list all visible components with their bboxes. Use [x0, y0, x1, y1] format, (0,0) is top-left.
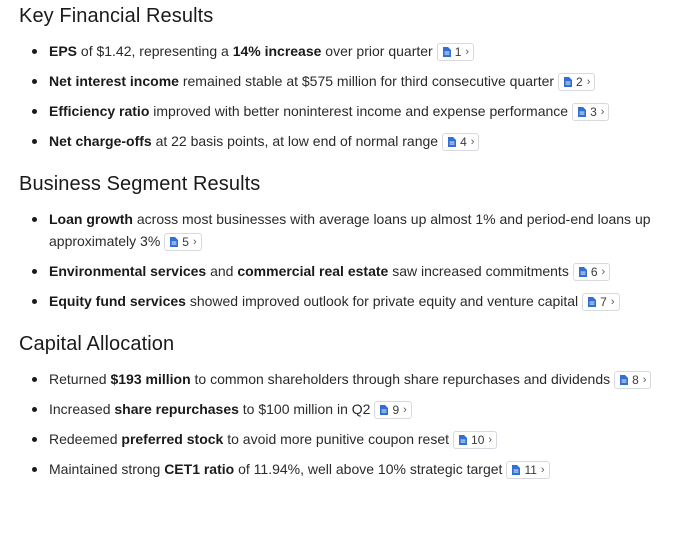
chevron-right-icon: ›: [600, 105, 605, 118]
citation-number: 3: [590, 105, 597, 120]
bullet-list: EPS of $1.42, representing a 14% increas…: [19, 40, 666, 152]
body-text: remained stable at $575 million for thir…: [178, 73, 555, 89]
chevron-right-icon: ›: [642, 373, 647, 386]
document-icon: [588, 297, 597, 308]
body-text: over prior quarter: [321, 43, 433, 59]
body-text: of 11.94%, well above 10% strategic targ…: [234, 461, 503, 477]
body-text: showed improved outlook for private equi…: [185, 293, 579, 309]
document-icon: [564, 77, 573, 88]
list-item: Net charge-offs at 22 basis points, at l…: [30, 130, 666, 152]
list-item: Loan growth across most businesses with …: [30, 208, 666, 252]
list-item: Redeemed preferred stock to avoid more p…: [30, 428, 666, 450]
document-icon: [459, 435, 468, 446]
citation-chip[interactable]: 10 ›: [453, 431, 498, 450]
emphasis-text: share repurchases: [114, 401, 239, 417]
citation-number: 8: [632, 373, 639, 388]
section-heading: Capital Allocation: [19, 333, 175, 355]
emphasis-text: Net charge-offs: [49, 133, 152, 149]
section: Key Financial Results EPS of $1.42, repre…: [19, 4, 666, 152]
list-item: EPS of $1.42, representing a 14% increas…: [30, 40, 666, 62]
list-item: Net interest income remained stable at $…: [30, 70, 666, 92]
document-icon: [578, 267, 587, 278]
document-icon: [620, 375, 629, 386]
emphasis-text: Equity fund services: [49, 293, 186, 309]
citation-chip[interactable]: 4 ›: [442, 133, 480, 152]
body-text: improved with better noninterest income …: [149, 103, 569, 119]
citation-chip[interactable]: 2 ›: [558, 73, 596, 92]
summary-document: Key Financial Results EPS of $1.42, repre…: [19, 4, 666, 480]
section-heading: Business Segment Results: [19, 173, 261, 195]
body-text: Increased: [49, 401, 115, 417]
emphasis-text: 14% increase: [232, 43, 322, 59]
citation-number: 2: [576, 75, 583, 90]
citation-number: 5: [182, 235, 189, 250]
list-item: Increased share repurchases to $100 mill…: [30, 398, 666, 420]
document-icon: [380, 405, 389, 416]
body-text: and: [206, 263, 238, 279]
body-text: across most businesses with average loan…: [49, 211, 651, 249]
emphasis-text: Loan growth: [49, 211, 133, 227]
body-text: to avoid more punitive coupon reset: [223, 431, 450, 447]
citation-number: 10: [471, 433, 485, 448]
body-text: of $1.42, representing a: [77, 43, 233, 59]
citation-chip[interactable]: 1 ›: [436, 43, 475, 62]
body-text: to $100 million in Q2: [238, 401, 371, 417]
citation-number: 4: [460, 135, 467, 150]
chevron-right-icon: ›: [465, 45, 470, 58]
document-icon: [578, 107, 587, 118]
chevron-right-icon: ›: [488, 433, 493, 446]
emphasis-text: commercial real estate: [237, 263, 389, 279]
citation-chip[interactable]: 9 ›: [374, 401, 412, 420]
emphasis-text: Environmental services: [49, 263, 207, 279]
emphasis-text: preferred stock: [121, 431, 224, 447]
emphasis-text: $193 million: [110, 371, 191, 387]
document-icon: [512, 465, 521, 476]
section: Business Segment Results Loan growth acro…: [19, 172, 666, 312]
list-item: Maintained strong CET1 ratio of 11.94%, …: [30, 458, 666, 480]
citation-chip[interactable]: 6 ›: [572, 263, 611, 282]
emphasis-text: Efficiency ratio: [49, 103, 150, 119]
list-item: Efficiency ratio improved with better no…: [30, 100, 666, 122]
chevron-right-icon: ›: [403, 403, 407, 416]
body-text: Redeemed: [49, 431, 122, 447]
citation-chip[interactable]: 7 ›: [582, 293, 620, 312]
bullet-list: Returned $193 million to common sharehol…: [19, 368, 666, 480]
citation-number: 1: [454, 45, 462, 60]
document-icon: [170, 237, 179, 248]
bullet-list: Loan growth across most businesses with …: [19, 208, 666, 312]
citation-number: 9: [392, 403, 400, 418]
chevron-right-icon: ›: [586, 75, 591, 88]
body-text: saw increased commitments: [388, 263, 569, 279]
list-item: Environmental services and commercial re…: [30, 260, 666, 282]
section: Capital Allocation Returned $193 million …: [19, 332, 666, 480]
emphasis-text: Net interest income: [49, 73, 179, 89]
citation-chip[interactable]: 8 ›: [614, 371, 652, 390]
section-heading: Key Financial Results: [19, 5, 214, 27]
chevron-right-icon: ›: [601, 265, 606, 278]
citation-number: 6: [590, 265, 598, 280]
document-icon: [442, 47, 451, 58]
body-text: Returned: [49, 371, 111, 387]
body-text: to common shareholders through share rep…: [190, 371, 611, 387]
citation-chip[interactable]: 11 ›: [506, 461, 550, 480]
citation-number: 11: [524, 463, 537, 478]
emphasis-text: EPS: [49, 43, 78, 59]
body-text: at 22 basis points, at low end of normal…: [151, 133, 439, 149]
citation-chip[interactable]: 3 ›: [572, 103, 610, 122]
chevron-right-icon: ›: [540, 463, 545, 476]
list-item: Equity fund services showed improved out…: [30, 290, 666, 312]
chevron-right-icon: ›: [192, 235, 197, 248]
list-item: Returned $193 million to common sharehol…: [30, 368, 666, 390]
citation-chip[interactable]: 5 ›: [164, 233, 202, 252]
chevron-right-icon: ›: [610, 295, 615, 308]
document-icon: [448, 137, 457, 148]
emphasis-text: CET1 ratio: [164, 461, 235, 477]
chevron-right-icon: ›: [470, 135, 475, 148]
citation-number: 7: [600, 295, 607, 310]
body-text: Maintained strong: [49, 461, 165, 477]
